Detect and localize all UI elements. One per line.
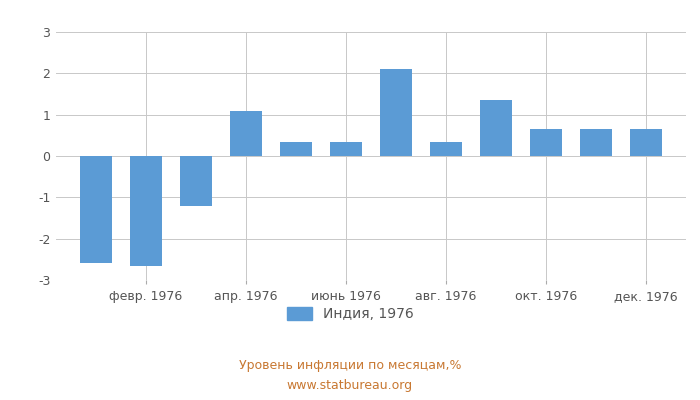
Bar bbox=[330, 142, 363, 156]
Bar bbox=[379, 69, 412, 156]
Bar bbox=[80, 156, 112, 264]
Bar bbox=[530, 129, 562, 156]
Bar bbox=[630, 129, 662, 156]
Bar bbox=[130, 156, 162, 266]
Text: Уровень инфляции по месяцам,%: Уровень инфляции по месяцам,% bbox=[239, 360, 461, 372]
Legend: Индия, 1976: Индия, 1976 bbox=[286, 307, 414, 321]
Bar bbox=[230, 111, 262, 156]
Bar bbox=[480, 100, 512, 156]
Bar bbox=[280, 142, 312, 156]
Bar bbox=[180, 156, 212, 206]
Text: www.statbureau.org: www.statbureau.org bbox=[287, 380, 413, 392]
Bar bbox=[430, 142, 462, 156]
Bar bbox=[580, 129, 612, 156]
